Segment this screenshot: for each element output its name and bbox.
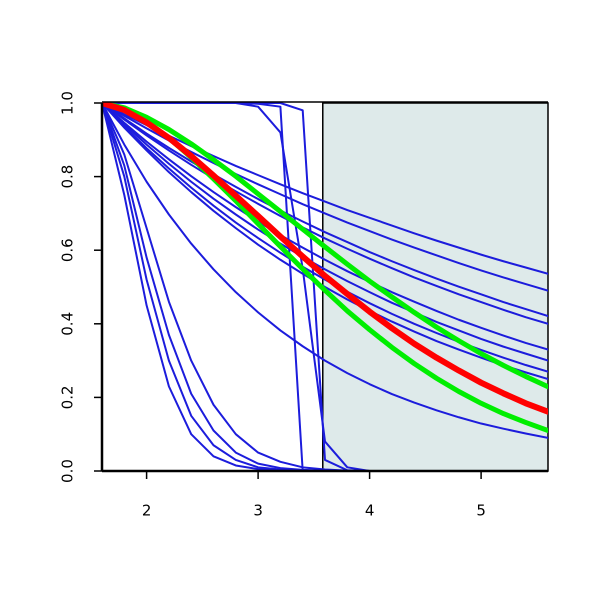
series-line bbox=[102, 102, 548, 275]
series-line bbox=[102, 102, 548, 415]
y-tick-label: 1.0 bbox=[59, 91, 77, 115]
lines-layer bbox=[102, 102, 548, 471]
series-line bbox=[102, 102, 548, 325]
y-tick-label: 0.8 bbox=[59, 165, 77, 189]
series-line bbox=[102, 102, 548, 439]
series-line bbox=[102, 102, 548, 471]
series-line bbox=[102, 102, 548, 471]
y-tick-label: 0.6 bbox=[59, 238, 77, 262]
series-line bbox=[102, 102, 548, 390]
axes-layer: 2 3 4 5 0.0 0.2 0.4 0.6 0.8 1.0 bbox=[59, 91, 548, 520]
x-tick-label: 2 bbox=[142, 502, 152, 520]
x-tick-label: 3 bbox=[253, 502, 263, 520]
series-line bbox=[102, 102, 548, 362]
y-tick-label: 0.2 bbox=[59, 385, 77, 409]
series-line bbox=[102, 102, 548, 471]
y-tick-label: 0.0 bbox=[59, 459, 77, 483]
y-tick-label: 0.4 bbox=[59, 312, 77, 336]
series-line bbox=[102, 102, 548, 318]
series-line bbox=[102, 102, 548, 471]
x-tick-label: 5 bbox=[476, 502, 486, 520]
x-tick-label: 4 bbox=[365, 502, 375, 520]
series-line bbox=[102, 102, 548, 351]
